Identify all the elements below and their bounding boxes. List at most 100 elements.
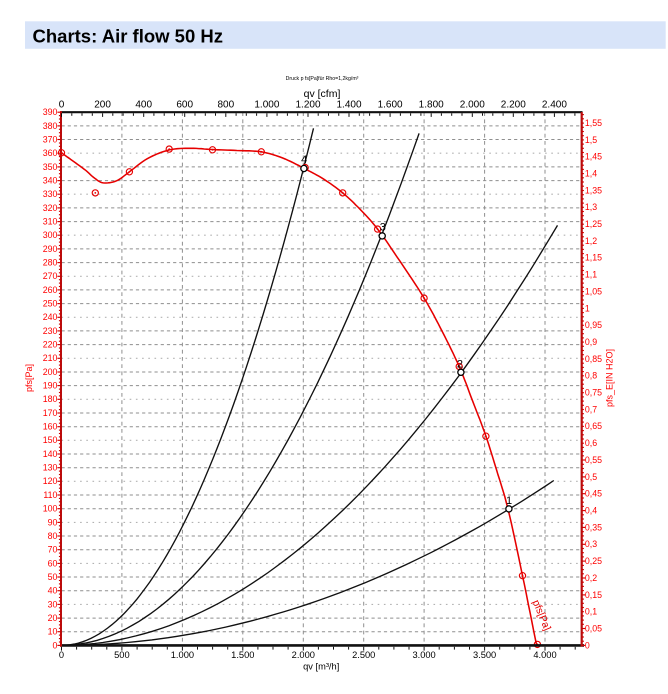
svg-text:0,95: 0,95 xyxy=(585,320,602,330)
svg-text:0: 0 xyxy=(585,640,590,650)
svg-text:0,65: 0,65 xyxy=(585,421,602,431)
svg-text:0,1: 0,1 xyxy=(585,607,597,617)
svg-text:0: 0 xyxy=(59,650,64,660)
svg-text:0,8: 0,8 xyxy=(585,371,597,381)
svg-text:600: 600 xyxy=(176,100,193,111)
svg-text:1.400: 1.400 xyxy=(336,100,361,111)
svg-text:1.800: 1.800 xyxy=(419,100,444,111)
svg-text:qv [m³/h]: qv [m³/h] xyxy=(303,661,339,671)
svg-text:1,5: 1,5 xyxy=(585,135,597,145)
svg-text:0,85: 0,85 xyxy=(585,354,602,364)
svg-text:290: 290 xyxy=(43,244,58,254)
svg-text:0,7: 0,7 xyxy=(585,404,597,414)
svg-text:1.000: 1.000 xyxy=(171,650,194,660)
svg-text:0: 0 xyxy=(52,640,57,650)
svg-text:40: 40 xyxy=(48,586,58,596)
svg-text:0,6: 0,6 xyxy=(585,438,597,448)
svg-text:2.200: 2.200 xyxy=(501,100,526,111)
svg-text:10: 10 xyxy=(48,627,58,637)
svg-text:340: 340 xyxy=(43,176,58,186)
svg-text:1.200: 1.200 xyxy=(295,100,320,111)
svg-text:330: 330 xyxy=(43,189,58,199)
svg-text:360: 360 xyxy=(43,148,58,158)
svg-text:270: 270 xyxy=(43,271,58,281)
svg-text:170: 170 xyxy=(43,408,58,418)
svg-text:0,4: 0,4 xyxy=(585,506,597,516)
svg-text:pfs_E[IN H2O]: pfs_E[IN H2O] xyxy=(605,349,615,407)
svg-text:70: 70 xyxy=(48,545,58,555)
svg-text:90: 90 xyxy=(48,517,58,527)
svg-text:1.000: 1.000 xyxy=(254,100,279,111)
svg-text:160: 160 xyxy=(43,422,58,432)
svg-text:200: 200 xyxy=(94,100,111,111)
svg-text:100: 100 xyxy=(43,504,58,514)
svg-text:230: 230 xyxy=(43,326,58,336)
svg-text:1: 1 xyxy=(506,495,512,507)
svg-text:0,9: 0,9 xyxy=(585,337,597,347)
svg-text:20: 20 xyxy=(48,613,58,623)
svg-text:2.000: 2.000 xyxy=(292,650,315,660)
svg-text:1,25: 1,25 xyxy=(585,219,602,229)
svg-text:800: 800 xyxy=(217,100,234,111)
svg-text:4: 4 xyxy=(301,154,307,166)
svg-text:1,2: 1,2 xyxy=(585,236,597,246)
svg-text:3: 3 xyxy=(380,222,386,234)
svg-text:370: 370 xyxy=(43,134,58,144)
svg-text:2: 2 xyxy=(457,358,463,370)
svg-text:180: 180 xyxy=(43,394,58,404)
svg-text:1.600: 1.600 xyxy=(378,100,403,111)
svg-text:0,25: 0,25 xyxy=(585,556,602,566)
svg-text:0,45: 0,45 xyxy=(585,489,602,499)
svg-text:120: 120 xyxy=(43,476,58,486)
svg-text:190: 190 xyxy=(43,381,58,391)
svg-text:0,5: 0,5 xyxy=(585,472,597,482)
svg-text:350: 350 xyxy=(43,162,58,172)
svg-text:0,2: 0,2 xyxy=(585,573,597,583)
svg-text:1: 1 xyxy=(585,303,590,313)
svg-text:390: 390 xyxy=(43,107,58,117)
svg-text:60: 60 xyxy=(48,558,58,568)
svg-text:pfs[Pa]: pfs[Pa] xyxy=(24,364,34,392)
svg-text:1,05: 1,05 xyxy=(585,286,602,296)
svg-text:260: 260 xyxy=(43,285,58,295)
svg-text:0,55: 0,55 xyxy=(585,455,602,465)
svg-text:280: 280 xyxy=(43,258,58,268)
svg-text:2.000: 2.000 xyxy=(460,100,485,111)
svg-text:1,55: 1,55 xyxy=(585,118,602,128)
svg-text:2.500: 2.500 xyxy=(352,650,375,660)
svg-text:130: 130 xyxy=(43,463,58,473)
svg-text:0,05: 0,05 xyxy=(585,623,602,633)
svg-text:210: 210 xyxy=(43,353,58,363)
svg-text:Charts: Air flow 50 Hz: Charts: Air flow 50 Hz xyxy=(33,25,224,46)
svg-text:4.000: 4.000 xyxy=(533,650,556,660)
svg-text:qv [cfm]: qv [cfm] xyxy=(304,88,341,100)
svg-text:2.400: 2.400 xyxy=(542,100,567,111)
svg-text:1,3: 1,3 xyxy=(585,202,597,212)
svg-text:1,1: 1,1 xyxy=(585,270,597,280)
svg-text:1,45: 1,45 xyxy=(585,152,602,162)
svg-text:320: 320 xyxy=(43,203,58,213)
svg-text:Druck p fs[Pa]für Rho=1,2kg/m³: Druck p fs[Pa]für Rho=1,2kg/m³ xyxy=(286,76,359,82)
svg-text:310: 310 xyxy=(43,217,58,227)
svg-text:110: 110 xyxy=(43,490,57,500)
svg-text:1,15: 1,15 xyxy=(585,253,602,263)
svg-text:0: 0 xyxy=(59,100,65,111)
svg-text:0,75: 0,75 xyxy=(585,388,602,398)
svg-text:0,15: 0,15 xyxy=(585,590,602,600)
svg-text:0,35: 0,35 xyxy=(585,522,602,532)
svg-text:400: 400 xyxy=(135,100,152,111)
svg-text:240: 240 xyxy=(43,312,58,322)
svg-text:140: 140 xyxy=(43,449,58,459)
svg-text:0,3: 0,3 xyxy=(585,539,597,549)
svg-text:1.500: 1.500 xyxy=(231,650,254,660)
svg-text:150: 150 xyxy=(43,435,58,445)
svg-text:50: 50 xyxy=(48,572,58,582)
svg-text:500: 500 xyxy=(114,650,130,660)
svg-text:300: 300 xyxy=(43,230,58,240)
svg-text:3.000: 3.000 xyxy=(412,650,435,660)
svg-text:200: 200 xyxy=(43,367,58,377)
svg-text:30: 30 xyxy=(48,599,58,609)
svg-text:220: 220 xyxy=(43,340,58,350)
svg-text:1,35: 1,35 xyxy=(585,185,602,195)
svg-text:380: 380 xyxy=(43,121,58,131)
